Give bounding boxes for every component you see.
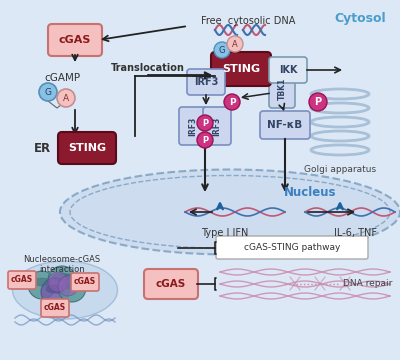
Text: Translocation: Translocation	[111, 63, 185, 73]
Text: IRF3: IRF3	[212, 116, 222, 136]
Text: IL-6, TNF: IL-6, TNF	[334, 228, 376, 238]
Text: cGAS: cGAS	[74, 278, 96, 287]
Text: cGAS: cGAS	[11, 275, 33, 284]
Text: Nucleosome-cGAS
interaction: Nucleosome-cGAS interaction	[24, 255, 100, 274]
Text: Free  cytosolic DNA: Free cytosolic DNA	[201, 16, 295, 26]
Ellipse shape	[46, 285, 64, 293]
FancyBboxPatch shape	[269, 57, 307, 83]
Circle shape	[214, 42, 230, 58]
Circle shape	[224, 94, 240, 110]
Text: A: A	[232, 40, 238, 49]
Text: ER: ER	[34, 141, 50, 154]
Circle shape	[227, 36, 243, 52]
Text: IRF3: IRF3	[194, 77, 218, 87]
FancyBboxPatch shape	[41, 299, 69, 317]
Ellipse shape	[12, 261, 118, 319]
FancyBboxPatch shape	[48, 24, 102, 56]
FancyBboxPatch shape	[179, 107, 207, 145]
Text: Type I IFN: Type I IFN	[201, 228, 249, 238]
Text: G: G	[219, 45, 225, 54]
Text: TBK1: TBK1	[278, 78, 286, 100]
Text: cGAS-STING pathway: cGAS-STING pathway	[244, 243, 340, 252]
Text: A: A	[63, 94, 69, 103]
Text: STING: STING	[68, 143, 106, 153]
Circle shape	[309, 93, 327, 111]
Ellipse shape	[53, 273, 71, 281]
Circle shape	[57, 89, 75, 107]
Text: P: P	[202, 135, 208, 144]
Circle shape	[39, 83, 57, 101]
Text: Cytosol: Cytosol	[334, 12, 386, 25]
FancyBboxPatch shape	[71, 273, 99, 291]
FancyBboxPatch shape	[211, 52, 271, 86]
FancyBboxPatch shape	[144, 269, 198, 299]
Text: cGAMP: cGAMP	[44, 73, 80, 83]
Text: P: P	[202, 118, 208, 127]
Text: cGAS: cGAS	[59, 35, 91, 45]
Text: DNA repair: DNA repair	[343, 279, 392, 288]
Circle shape	[197, 115, 213, 131]
Text: NF-κB: NF-κB	[267, 120, 303, 130]
Text: cGAS: cGAS	[44, 303, 66, 312]
Text: P: P	[314, 97, 322, 107]
FancyBboxPatch shape	[187, 69, 225, 95]
Ellipse shape	[33, 278, 51, 286]
Text: P: P	[229, 98, 235, 107]
Text: Golgi apparatus: Golgi apparatus	[304, 165, 376, 174]
FancyBboxPatch shape	[203, 107, 231, 145]
FancyBboxPatch shape	[216, 236, 368, 259]
FancyBboxPatch shape	[269, 70, 295, 108]
Circle shape	[48, 266, 76, 294]
Text: G: G	[44, 87, 52, 96]
Circle shape	[41, 278, 69, 306]
FancyBboxPatch shape	[58, 132, 116, 164]
Circle shape	[58, 276, 78, 296]
Text: STING: STING	[222, 64, 260, 74]
Text: Nucleus: Nucleus	[284, 185, 336, 198]
Circle shape	[58, 274, 86, 302]
Ellipse shape	[60, 170, 400, 255]
Circle shape	[197, 132, 213, 148]
Circle shape	[48, 272, 68, 292]
Text: IKK: IKK	[279, 65, 297, 75]
FancyBboxPatch shape	[260, 111, 310, 139]
Ellipse shape	[63, 281, 81, 289]
Circle shape	[28, 271, 56, 299]
FancyBboxPatch shape	[8, 271, 36, 289]
Text: IRF3: IRF3	[188, 116, 198, 136]
Text: cGAS: cGAS	[156, 279, 186, 289]
